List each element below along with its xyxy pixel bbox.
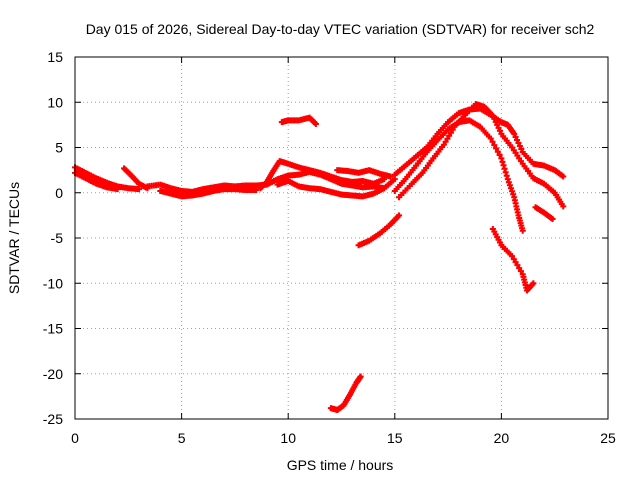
data-point <box>504 176 511 183</box>
data-point <box>387 173 394 180</box>
data-point-fill <box>516 265 523 272</box>
data-series-sat-h <box>278 114 319 127</box>
data-series-sat-j <box>327 373 364 413</box>
data-point <box>498 155 505 162</box>
data-series-sat-a <box>72 164 142 193</box>
data-point-fill <box>449 126 456 133</box>
data-points <box>72 101 567 413</box>
y-tick-label: 10 <box>47 94 63 110</box>
data-point-fill <box>506 182 513 189</box>
plot-border <box>74 56 609 420</box>
data-point-fill <box>517 268 524 275</box>
y-tick-label: -15 <box>43 321 63 337</box>
data-point <box>135 186 142 193</box>
data-point-fill <box>515 139 522 146</box>
data-point <box>253 187 260 194</box>
data-point <box>519 227 526 234</box>
x-tick-label: 5 <box>178 430 186 446</box>
data-series-sat-i <box>334 167 394 180</box>
data-series-sat-c <box>121 165 151 192</box>
data-point <box>487 135 494 142</box>
data-point-fill <box>516 142 523 149</box>
data-point-fill <box>512 133 519 140</box>
data-point-fill <box>514 262 521 269</box>
x-tick-label: 25 <box>600 430 616 446</box>
data-series-sat-l <box>391 105 567 180</box>
data-point-fill <box>514 136 521 143</box>
data-series-sat-g <box>274 176 398 200</box>
data-point <box>511 130 518 137</box>
data-series-sat-f <box>257 158 388 192</box>
data-point <box>509 253 516 260</box>
data-point-fill <box>510 191 517 198</box>
data-point-fill <box>502 169 509 176</box>
y-tick-label: 0 <box>55 185 63 201</box>
data-point-fill <box>494 121 501 128</box>
data-series-sat-b <box>72 169 121 193</box>
data-series-sat-o <box>489 225 537 294</box>
data-point-fill <box>499 158 506 165</box>
data-point-fill <box>503 172 510 179</box>
y-tick-label: 15 <box>47 49 63 65</box>
data-point-fill <box>496 152 503 159</box>
data-point <box>312 120 319 127</box>
data-point-fill <box>495 124 502 131</box>
data-point-fill <box>496 127 503 134</box>
data-point-fill <box>501 165 508 172</box>
data-point-fill <box>446 132 453 139</box>
data-point-fill <box>494 148 501 155</box>
data-point-fill <box>447 129 454 136</box>
chart-title: Day 015 of 2026, Sidereal Day-to-day VTE… <box>86 21 595 37</box>
y-tick-label: -25 <box>43 411 63 427</box>
data-point-fill <box>442 138 449 145</box>
axis-ticks: 0 5 10 15 20 25 -25 -20 -15 -10 -5 0 5 10 15 <box>43 49 616 446</box>
data-point-fill <box>489 138 496 145</box>
data-point-fill <box>491 115 498 122</box>
data-point <box>560 173 567 180</box>
data-point-fill <box>491 142 498 149</box>
data-series-sat-n <box>396 101 567 210</box>
data-point-fill <box>518 146 525 153</box>
y-tick-label: 5 <box>55 140 63 156</box>
data-point-fill <box>444 135 451 142</box>
data-point-fill <box>493 145 500 152</box>
data-series-sat-k <box>355 212 403 249</box>
y-axis-label: SDTVAR / TECUs <box>6 182 22 294</box>
data-point-fill <box>512 259 519 266</box>
x-tick-label: 0 <box>71 430 79 446</box>
data-point-fill <box>507 185 514 192</box>
data-point <box>357 373 364 380</box>
data-point-fill <box>505 179 512 186</box>
data-point <box>114 186 121 193</box>
y-tick-label: -10 <box>43 275 63 291</box>
x-axis-label: GPS time / hours <box>287 457 394 473</box>
data-point <box>396 212 403 219</box>
data-point <box>560 203 567 210</box>
x-tick-label: 15 <box>387 430 403 446</box>
data-point <box>440 141 447 148</box>
data-point-fill <box>492 118 499 125</box>
y-tick-label: -20 <box>43 366 63 382</box>
data-point-fill <box>500 162 507 169</box>
data-point <box>549 215 556 222</box>
x-tick-label: 20 <box>494 430 510 446</box>
data-point <box>489 112 496 119</box>
data-series-sat-m <box>391 117 526 234</box>
x-tick-label: 10 <box>280 430 296 446</box>
data-series-sat-e <box>157 186 260 200</box>
data-point-fill <box>509 188 516 195</box>
data-point <box>530 280 537 287</box>
data-point-fill <box>510 256 517 263</box>
data-series-sat-p <box>532 204 556 222</box>
grid-lines <box>75 57 608 419</box>
y-tick-label: -5 <box>51 230 64 246</box>
